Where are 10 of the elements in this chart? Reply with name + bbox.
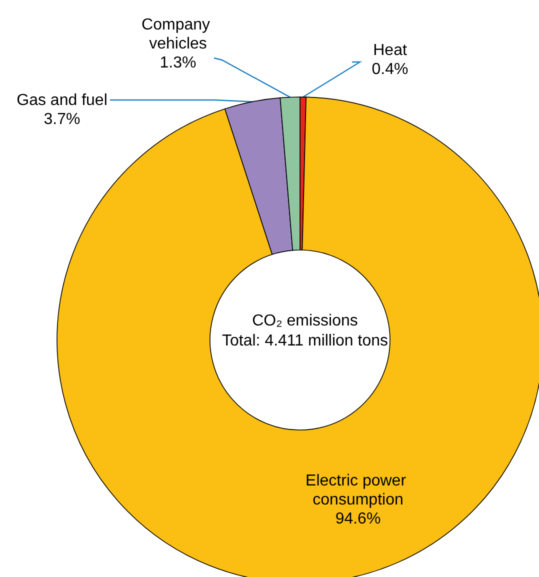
data-label: 0.4% xyxy=(372,61,408,78)
data-label: 3.7% xyxy=(44,111,80,128)
data-label: 94.6% xyxy=(335,510,381,528)
slice-label: Electric power consumption xyxy=(306,472,410,508)
slice-label: Heat xyxy=(373,42,408,59)
slice-label: Company vehicles xyxy=(142,16,214,52)
slice-label: Gas and fuel xyxy=(16,92,108,109)
data-label: 1.3% xyxy=(160,54,196,72)
text: CO₂ emissions xyxy=(252,312,358,330)
text: Total: 4.411 million tons xyxy=(222,332,388,350)
